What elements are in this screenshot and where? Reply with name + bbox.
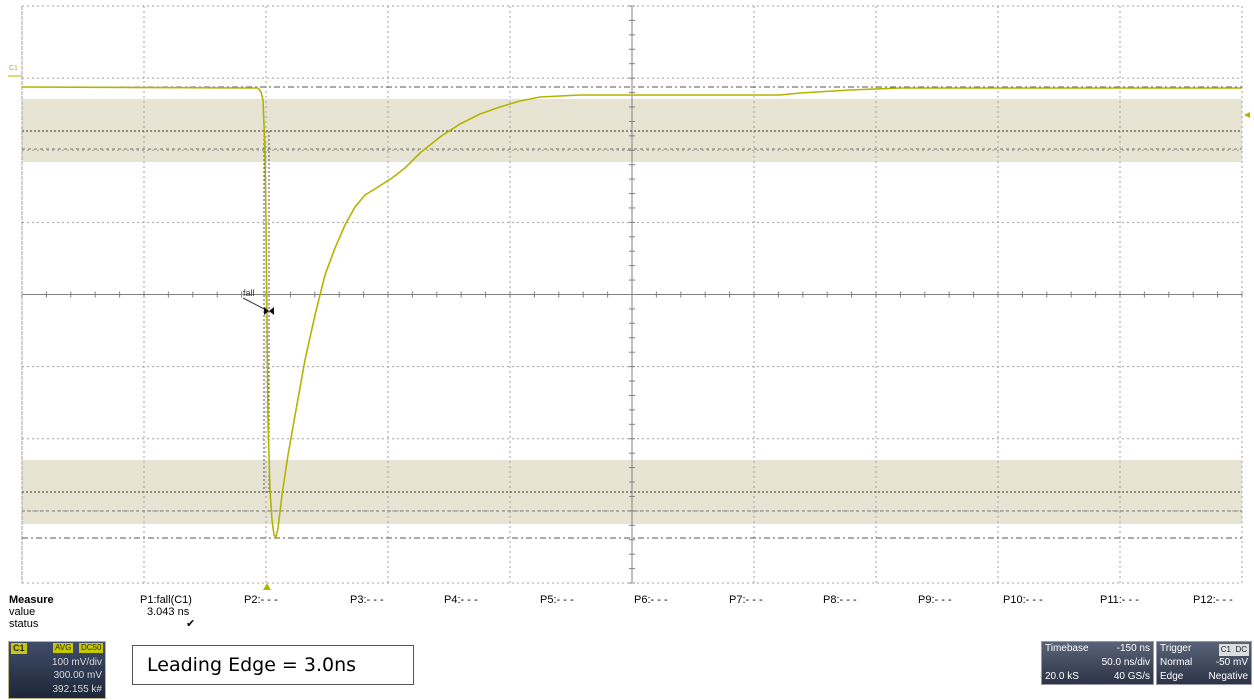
param-header-p12[interactable]: P12:- - - <box>1193 594 1233 606</box>
leading-edge-callout: Leading Edge = 3.0ns <box>132 645 414 685</box>
channel-descriptor-c1[interactable]: C1 AVG DC50 100 mV/div 300.00 mV 392.155… <box>8 641 106 699</box>
param-header-p3[interactable]: P3:- - - <box>350 594 384 606</box>
fall-annotation-leader <box>242 297 269 312</box>
channel-name: C1 <box>11 643 27 654</box>
timebase-rate: 40 GS/s <box>1113 671 1150 682</box>
param-header-p5[interactable]: P5:- - - <box>540 594 574 606</box>
timebase-descriptor[interactable]: Timebase -150 ns 50.0 ns/div 20.0 kS 40 … <box>1041 641 1154 685</box>
waveform-trace <box>21 86 1242 539</box>
oscilloscope-grid: C1 fall <box>8 5 1250 590</box>
p1-status-check: ✔ <box>186 618 196 630</box>
param-header-p8[interactable]: P8:- - - <box>823 594 857 606</box>
timebase-delay: -150 ns <box>1116 643 1150 654</box>
param-header-p1[interactable]: P1:fall(C1) <box>140 594 192 606</box>
channel-marker-label: C1 <box>9 65 18 72</box>
trigger-descriptor[interactable]: Trigger C1 DC Normal -50 mV Edge Negativ… <box>1156 641 1252 685</box>
trigger-level-arrow[interactable] <box>1244 112 1250 118</box>
avg-badge: AVG <box>53 643 74 653</box>
timebase-tdiv: 50.0 ns/div <box>1101 657 1150 668</box>
trigger-label: Trigger <box>1160 643 1192 654</box>
measure-table: Measure value status P1:fall(C1) P2:- - -… <box>0 591 1254 641</box>
measure-header: Measure <box>9 594 54 606</box>
graticule <box>21 5 1243 584</box>
channel-sweeps: 392.155 k# <box>52 684 103 695</box>
p1-value: 3.043 ns <box>147 606 190 618</box>
param-header-p2[interactable]: P2:- - - <box>244 594 278 606</box>
grid-border <box>21 5 1243 584</box>
channel-vdiv: 100 mV/div <box>51 657 102 668</box>
trigger-position-arrow[interactable] <box>263 583 271 590</box>
timebase-samples: 20.0 kS <box>1045 671 1079 682</box>
trigger-type: Edge <box>1160 671 1184 682</box>
param-header-p9[interactable]: P9:- - - <box>918 594 952 606</box>
fall-annotation: fall <box>243 288 255 298</box>
measure-row-status: status <box>9 618 39 630</box>
timebase-label: Timebase <box>1045 643 1089 654</box>
trigger-mode: Normal <box>1160 657 1193 668</box>
measure-row-value: value <box>9 606 36 618</box>
fall-crossing-marker <box>264 307 274 315</box>
param-header-p10[interactable]: P10:- - - <box>1003 594 1043 606</box>
param-header-p7[interactable]: P7:- - - <box>729 594 763 606</box>
param-header-p11[interactable]: P11:- - - <box>1100 594 1139 606</box>
trigger-coupling-badge: DC <box>1233 644 1249 656</box>
trigger-source-badge: C1 <box>1218 644 1233 656</box>
coupling-badge: DC50 <box>79 643 104 653</box>
param-header-p4[interactable]: P4:- - - <box>444 594 478 606</box>
channel-offset: 300.00 mV <box>53 670 102 681</box>
trigger-level: -50 mV <box>1215 657 1248 668</box>
param-header-p6[interactable]: P6:- - - <box>634 594 668 606</box>
trigger-slope: Negative <box>1208 671 1248 682</box>
